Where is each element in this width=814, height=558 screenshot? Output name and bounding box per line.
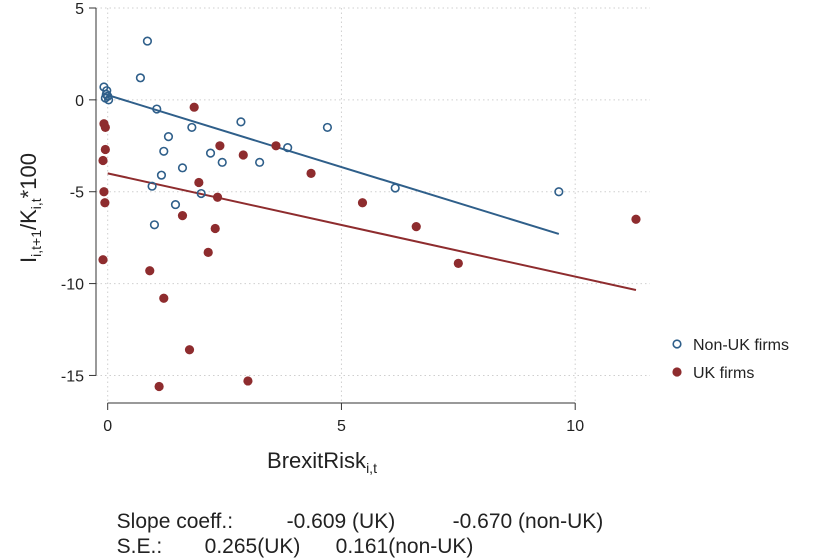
non-uk-point: [554, 187, 564, 197]
non-uk-point: [101, 89, 111, 99]
legend-marker: [672, 339, 682, 349]
uk-point: [210, 223, 220, 234]
non-uk-fit-line: [105, 93, 560, 235]
se-uk: 0.265(UK): [204, 535, 301, 558]
non-uk-point: [159, 146, 169, 156]
non-uk-point: [103, 91, 113, 101]
non-uk-point: [236, 117, 246, 127]
non-uk-point: [322, 122, 333, 133]
non-uk-point: [196, 188, 206, 199]
slope-label: Slope coeff.:: [116, 510, 234, 533]
se-stats: S.E.: 0.265(UK) 0.161(non-UK): [105, 515, 474, 558]
y-axis-title: Ii,t+1/Ki,t*100: [16, 153, 44, 263]
slope-uk: -0.609 (UK): [286, 510, 396, 533]
uk-point: [154, 381, 164, 392]
slope-nonuk: -0.670 (non-UK): [452, 510, 604, 533]
uk-point: [98, 255, 108, 265]
uk-point: [631, 214, 641, 224]
uk-point: [98, 155, 108, 166]
y-tick-label: 0: [75, 93, 84, 110]
legend-label: UK firms: [693, 365, 754, 382]
uk-point: [357, 198, 368, 208]
uk-point: [306, 168, 316, 178]
x-tick-label: 5: [337, 418, 346, 435]
uk-point: [411, 222, 421, 232]
uk-point: [100, 144, 110, 155]
uk-point: [184, 345, 195, 355]
non-uk-point: [142, 36, 153, 46]
x-tick-label: 10: [566, 418, 584, 435]
x-axis-title: BrexitRiski,t: [267, 448, 377, 476]
se-nonuk: 0.161(non-UK): [335, 535, 474, 558]
uk-point: [212, 192, 223, 202]
uk-point: [177, 211, 188, 221]
grid: [96, 7, 650, 403]
non-uk-point: [177, 163, 188, 173]
x-tick-label: 0: [103, 418, 112, 435]
non-uk-point: [152, 104, 162, 114]
uk-point: [238, 150, 248, 160]
legend-marker: [672, 367, 682, 377]
non-uk-point: [205, 148, 216, 158]
non-uk-point: [104, 95, 114, 105]
non-uk-point: [156, 170, 167, 180]
y-tick-label: 5: [75, 1, 84, 18]
non-uk-point: [149, 220, 160, 230]
non-uk-point: [170, 199, 181, 210]
non-uk-point: [187, 122, 197, 133]
y-tick-label: -10: [61, 277, 84, 294]
uk-point: [243, 376, 253, 386]
non-uk-point: [163, 132, 174, 142]
uk-point: [215, 141, 225, 151]
uk-fit-line: [107, 172, 637, 291]
non-uk-point: [147, 181, 157, 191]
legend: Non-UK firms UK firms: [672, 337, 789, 382]
fit-lines: [105, 93, 637, 291]
data-points: [98, 36, 641, 392]
axes: 0 5 10 5 0 -5 -10 -15: [61, 1, 584, 435]
non-uk-point: [255, 157, 265, 167]
uk-point: [194, 177, 204, 188]
uk-point: [203, 247, 213, 257]
non-uk-point: [390, 183, 400, 193]
uk-point: [453, 258, 463, 268]
non-uk-point: [135, 73, 146, 83]
y-tick-label: -5: [70, 185, 84, 202]
legend-label: Non-UK firms: [693, 337, 789, 354]
uk-point: [189, 102, 199, 112]
slope-stats: Slope coeff.: -0.609 (UK) -0.670 (non-UK): [105, 490, 604, 533]
uk-point: [271, 141, 281, 151]
non-uk-point: [217, 157, 227, 167]
uk-point: [100, 122, 110, 133]
uk-point: [159, 293, 169, 303]
non-uk-point: [283, 143, 293, 153]
se-label: S.E.:: [116, 535, 163, 558]
uk-point: [145, 266, 155, 276]
uk-point: [99, 187, 109, 197]
y-tick-label: -15: [61, 368, 84, 385]
uk-point: [100, 198, 110, 208]
non-uk-point: [102, 86, 112, 96]
